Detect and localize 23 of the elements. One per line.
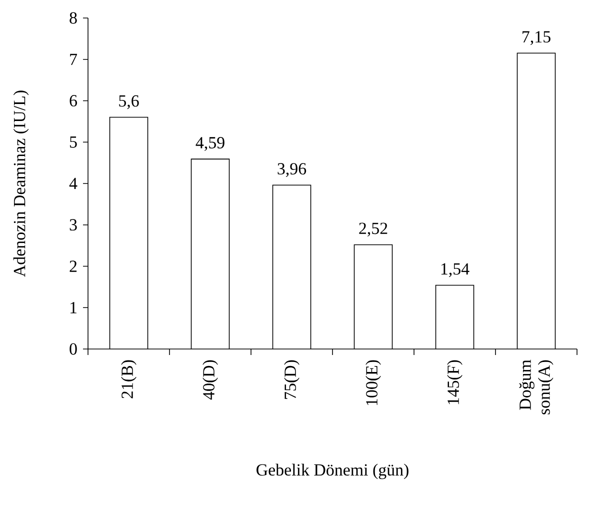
data-label: 1,54 xyxy=(441,263,470,278)
x-axis-title: Gebelik Dönemi (gün) xyxy=(256,464,408,480)
data-label: 7,15 xyxy=(522,31,550,45)
y-tick-label: 6 xyxy=(70,95,77,106)
y-tick-label: 5 xyxy=(70,136,77,148)
y-tick-label: 1 xyxy=(70,302,76,314)
y-tick-label: 2 xyxy=(70,260,77,272)
x-tick-label: 145(F) xyxy=(447,360,462,404)
y-tick-label: 4 xyxy=(69,178,78,190)
y-axis-title: Adenozin Deaminaz (IU/L) xyxy=(13,90,29,277)
x-tick-label: 40(D) xyxy=(202,360,218,400)
data-label: 2,52 xyxy=(359,222,388,237)
y-tick-label: 0 xyxy=(70,343,77,355)
data-label: 4,59 xyxy=(196,137,224,151)
x-tick-label: Doğum sonu(A) xyxy=(519,360,554,414)
y-tick-label: 7 xyxy=(70,54,78,65)
y-tick-label: 8 xyxy=(70,12,77,24)
x-tick-label: 21(B) xyxy=(121,360,136,398)
data-label: 3,96 xyxy=(278,163,306,177)
x-tick-label: 75(D) xyxy=(284,360,300,399)
y-tick-label: 3 xyxy=(70,219,77,231)
data-label: 5,6 xyxy=(119,95,139,110)
x-tick-label: 100(E) xyxy=(366,360,381,406)
